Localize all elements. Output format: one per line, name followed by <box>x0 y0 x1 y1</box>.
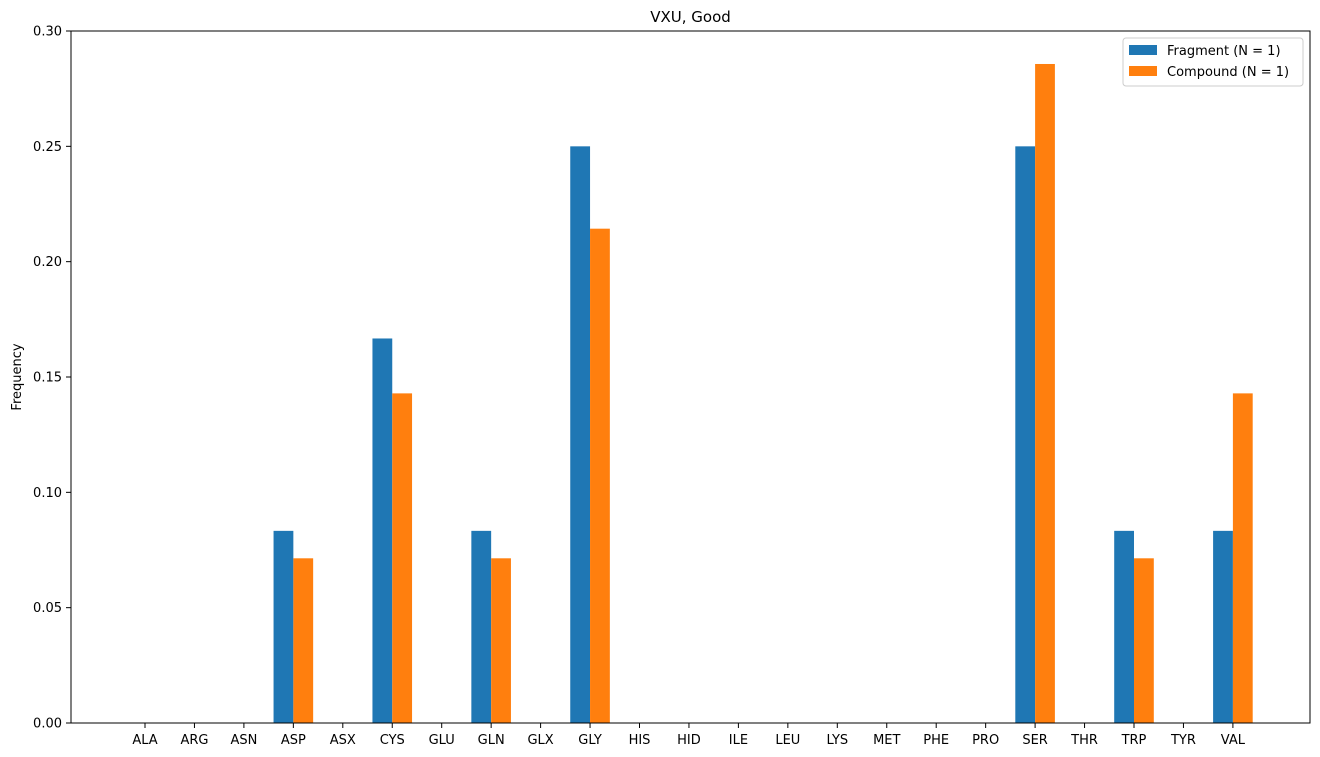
x-tick-label: THR <box>1070 733 1098 748</box>
x-tick-label: GLN <box>478 733 505 748</box>
x-tick-label: SER <box>1022 733 1048 748</box>
x-tick-label: MET <box>873 733 900 748</box>
bar-gly-compound <box>590 228 610 723</box>
bar-asp-fragment <box>273 530 294 723</box>
x-tick-label: PHE <box>923 733 949 748</box>
x-tick-label: ARG <box>180 733 208 748</box>
bar-val-fragment <box>1213 530 1233 723</box>
x-axis-ticks: ALA ARG ASN ASP ASX CYS GLU GLN GLX GLY HIS HID ILE L… <box>132 723 1246 748</box>
x-tick-label: VAL <box>1221 733 1246 748</box>
bar-cys-fragment <box>372 338 393 723</box>
bars-group <box>273 63 1253 724</box>
bar-trp-fragment <box>1114 530 1134 723</box>
y-tick-label: 0.10 <box>33 486 62 501</box>
bar-gly-fragment <box>570 146 591 724</box>
bar-trp-compound <box>1134 558 1154 723</box>
x-tick-label: ILE <box>729 733 748 748</box>
x-tick-label: TRP <box>1121 733 1147 748</box>
legend-label: Compound (N = 1) <box>1167 65 1289 80</box>
y-axis-ticks: 0.00 0.05 0.10 0.15 0.20 0.25 0.30 <box>33 25 71 732</box>
y-tick-label: 0.30 <box>33 25 62 40</box>
x-tick-label: GLX <box>527 733 553 748</box>
x-tick-label: CYS <box>380 733 405 748</box>
legend-swatch <box>1129 45 1157 55</box>
y-tick-label: 0.25 <box>33 140 62 155</box>
bar-ser-compound <box>1035 63 1055 723</box>
chart-title: VXU, Good <box>650 8 731 26</box>
x-tick-label: HID <box>677 733 701 748</box>
x-tick-label: TYR <box>1170 733 1196 748</box>
legend-box <box>1122 37 1304 87</box>
y-tick-label: 0.15 <box>33 371 62 386</box>
plot-frame <box>70 30 1311 724</box>
y-tick-label: 0.05 <box>33 601 62 616</box>
x-tick-label: ALA <box>132 733 157 748</box>
x-tick-label: ASX <box>330 733 356 748</box>
bar-ser-fragment <box>1015 146 1036 724</box>
y-axis-label: Frequency <box>10 343 25 410</box>
bar-asp-compound <box>293 558 314 723</box>
x-tick-label: GLY <box>578 733 602 748</box>
bar-gln-compound <box>491 558 511 723</box>
x-tick-label: LYS <box>826 733 848 748</box>
x-tick-label: ASN <box>230 733 257 748</box>
legend: Fragment (N = 1) Compound (N = 1) <box>1122 37 1304 87</box>
x-tick-label: HIS <box>629 733 651 748</box>
x-tick-label: ASP <box>281 733 306 748</box>
legend-swatch <box>1129 66 1157 76</box>
x-tick-label: GLU <box>429 733 455 748</box>
bar-gln-fragment <box>471 530 492 723</box>
legend-label: Fragment (N = 1) <box>1167 44 1281 59</box>
y-tick-label: 0.00 <box>33 717 62 732</box>
bar-cys-compound <box>392 393 413 723</box>
x-tick-label: PRO <box>972 733 999 748</box>
x-tick-label: LEU <box>775 733 800 748</box>
bar-val-compound <box>1232 393 1253 723</box>
y-tick-label: 0.20 <box>33 255 62 270</box>
